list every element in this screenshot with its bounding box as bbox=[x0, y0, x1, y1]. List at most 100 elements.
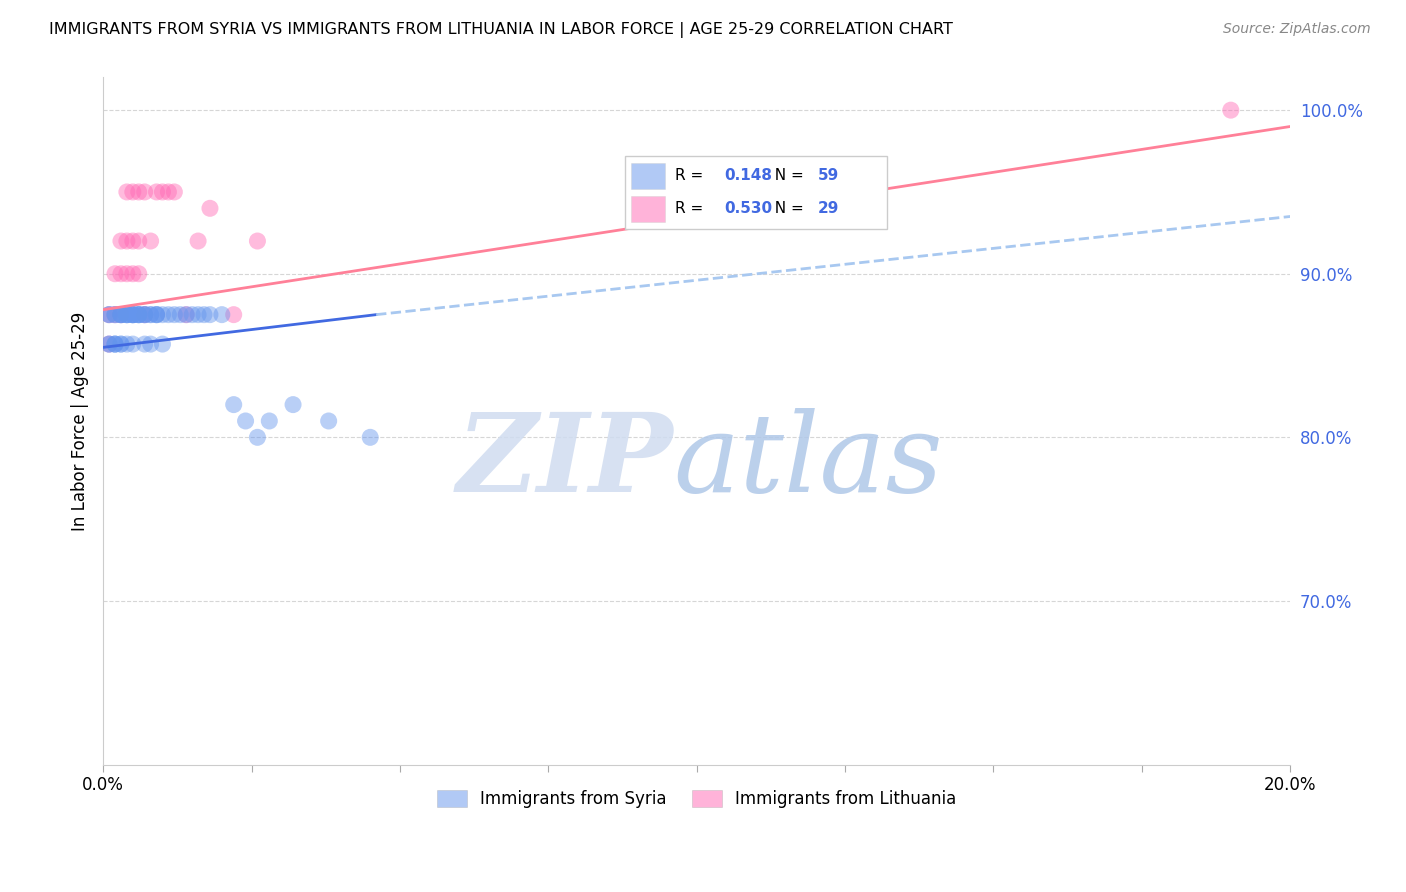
Point bbox=[139, 308, 162, 322]
Legend: Immigrants from Syria, Immigrants from Lithuania: Immigrants from Syria, Immigrants from L… bbox=[430, 783, 963, 814]
Point bbox=[110, 308, 132, 322]
Point bbox=[222, 308, 245, 322]
Point bbox=[115, 308, 138, 322]
Point bbox=[121, 308, 143, 322]
Point bbox=[115, 308, 138, 322]
Point bbox=[104, 308, 127, 322]
Point bbox=[98, 337, 121, 351]
Text: 59: 59 bbox=[818, 169, 839, 183]
Point bbox=[110, 308, 132, 322]
Point bbox=[246, 430, 269, 444]
Point bbox=[104, 337, 127, 351]
Point bbox=[115, 308, 138, 322]
Text: atlas: atlas bbox=[673, 409, 942, 516]
Point bbox=[174, 308, 197, 322]
Point bbox=[152, 185, 174, 199]
Point bbox=[863, 185, 886, 199]
Point bbox=[235, 414, 257, 428]
Point bbox=[318, 414, 340, 428]
Point bbox=[121, 337, 143, 351]
Point bbox=[145, 308, 167, 322]
Point bbox=[98, 308, 121, 322]
Point bbox=[121, 234, 143, 248]
Point bbox=[152, 308, 174, 322]
Point bbox=[104, 267, 127, 281]
Point bbox=[139, 234, 162, 248]
Point bbox=[110, 267, 132, 281]
Point bbox=[134, 185, 156, 199]
Point bbox=[187, 308, 209, 322]
Point bbox=[193, 308, 215, 322]
Text: N =: N = bbox=[765, 202, 808, 216]
Point bbox=[198, 308, 221, 322]
Text: 29: 29 bbox=[818, 202, 839, 216]
Point bbox=[163, 185, 186, 199]
Point bbox=[134, 308, 156, 322]
Text: R =: R = bbox=[675, 169, 709, 183]
Point bbox=[139, 337, 162, 351]
Point bbox=[198, 202, 221, 216]
FancyBboxPatch shape bbox=[626, 156, 887, 228]
Point bbox=[174, 308, 197, 322]
Point bbox=[115, 337, 138, 351]
Point bbox=[128, 185, 150, 199]
Point bbox=[359, 430, 381, 444]
Point bbox=[259, 414, 281, 428]
Point bbox=[110, 308, 132, 322]
Point bbox=[128, 308, 150, 322]
Point bbox=[139, 308, 162, 322]
Point bbox=[145, 308, 167, 322]
Point bbox=[110, 308, 132, 322]
Point bbox=[134, 308, 156, 322]
Point bbox=[104, 308, 127, 322]
Point bbox=[157, 308, 180, 322]
Point bbox=[115, 234, 138, 248]
Point bbox=[145, 308, 167, 322]
Point bbox=[128, 308, 150, 322]
Point bbox=[98, 308, 121, 322]
Point bbox=[121, 267, 143, 281]
Point bbox=[169, 308, 191, 322]
Point bbox=[98, 337, 121, 351]
Text: R =: R = bbox=[675, 202, 709, 216]
Point bbox=[110, 308, 132, 322]
Point bbox=[121, 308, 143, 322]
Point bbox=[246, 234, 269, 248]
Point bbox=[128, 308, 150, 322]
FancyBboxPatch shape bbox=[631, 162, 665, 189]
Text: 0.148: 0.148 bbox=[724, 169, 772, 183]
Point bbox=[104, 308, 127, 322]
Point bbox=[1219, 103, 1241, 117]
Text: IMMIGRANTS FROM SYRIA VS IMMIGRANTS FROM LITHUANIA IN LABOR FORCE | AGE 25-29 CO: IMMIGRANTS FROM SYRIA VS IMMIGRANTS FROM… bbox=[49, 22, 953, 38]
Point bbox=[115, 267, 138, 281]
Point bbox=[104, 337, 127, 351]
Y-axis label: In Labor Force | Age 25-29: In Labor Force | Age 25-29 bbox=[72, 311, 89, 531]
Point bbox=[281, 398, 304, 412]
Point bbox=[115, 308, 138, 322]
Point bbox=[115, 185, 138, 199]
Point bbox=[98, 308, 121, 322]
Point bbox=[121, 308, 143, 322]
Point bbox=[134, 308, 156, 322]
Point bbox=[181, 308, 204, 322]
Point bbox=[211, 308, 233, 322]
Point bbox=[98, 337, 121, 351]
Text: Source: ZipAtlas.com: Source: ZipAtlas.com bbox=[1223, 22, 1371, 37]
Point bbox=[187, 234, 209, 248]
Point bbox=[110, 337, 132, 351]
Point bbox=[222, 398, 245, 412]
Point bbox=[152, 337, 174, 351]
Point bbox=[110, 337, 132, 351]
Point bbox=[145, 185, 167, 199]
Point bbox=[121, 308, 143, 322]
Text: 0.530: 0.530 bbox=[724, 202, 772, 216]
Point bbox=[163, 308, 186, 322]
Point bbox=[134, 308, 156, 322]
Point bbox=[128, 234, 150, 248]
Point bbox=[134, 337, 156, 351]
Point bbox=[157, 185, 180, 199]
Point bbox=[121, 308, 143, 322]
Text: N =: N = bbox=[765, 169, 808, 183]
FancyBboxPatch shape bbox=[631, 195, 665, 222]
Point bbox=[121, 185, 143, 199]
